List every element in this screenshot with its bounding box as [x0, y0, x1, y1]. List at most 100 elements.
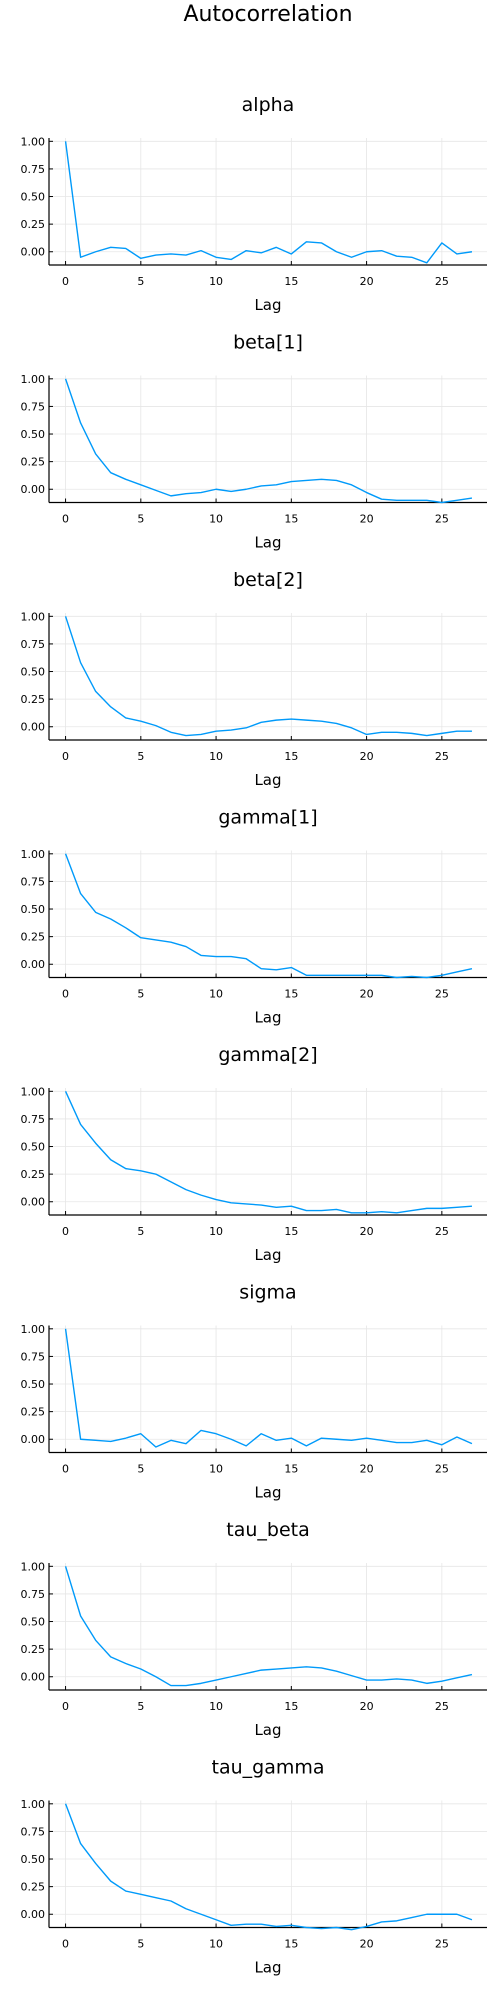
acf-panel: beta[2] 0.00 0.25 0.50 0.75 1.00 0 5 10 15 20 25 Lag: [21, 569, 487, 789]
acf-panel: gamma[1] 0.00 0.25 0.50 0.75 1.00 0 5 10 15 20 25 La…: [21, 807, 487, 1027]
x-tick-label: 10: [209, 750, 223, 763]
x-tick-label: 10: [209, 275, 223, 288]
y-tick-label: 0.75: [21, 638, 46, 651]
x-tick-label: 15: [284, 513, 298, 526]
y-tick-label: 0.50: [21, 1616, 46, 1629]
x-tick-label: 0: [62, 1700, 69, 1713]
x-tick-label: 5: [137, 1225, 144, 1238]
x-tick-label: 20: [360, 988, 374, 1001]
acf-panel: tau_beta 0.00 0.25 0.50 0.75 1.00 0 5 10 15 20 25 La…: [21, 1519, 487, 1739]
x-tick-label: 20: [360, 1225, 374, 1238]
panels: alpha 0.00 0.25 0.50 0.75 1.00 0 5 10 15 20 25 Lag be…: [21, 94, 487, 1977]
x-tick-label: 25: [435, 513, 449, 526]
y-tick-label: 0.00: [21, 483, 46, 496]
y-tick-label: 0.00: [21, 1908, 46, 1921]
y-tick-label: 0.25: [21, 1406, 46, 1419]
y-tick-label: 0.75: [21, 875, 46, 888]
x-tick-label: 15: [284, 1463, 298, 1476]
y-tick-label: 0.75: [21, 1825, 46, 1838]
y-tick-label: 0.00: [21, 246, 46, 259]
acf-series-line: [64, 1328, 473, 1448]
panel-title: alpha: [242, 94, 295, 116]
y-tick-label: 1.00: [21, 848, 46, 861]
y-tick-label: 1.00: [21, 1085, 46, 1098]
x-tick-label: 0: [62, 1225, 69, 1238]
y-tick-label: 0.25: [21, 456, 46, 469]
y-tick-label: 0.00: [21, 1671, 46, 1684]
y-tick-label: 0.00: [21, 1196, 46, 1209]
x-tick-label: 25: [435, 1938, 449, 1951]
y-tick-label: 1.00: [21, 1560, 46, 1573]
x-tick-label: 5: [137, 513, 144, 526]
y-tick-label: 0.50: [21, 428, 46, 441]
x-axis-title: Lag: [254, 1959, 281, 1977]
x-tick-label: 15: [284, 750, 298, 763]
y-tick-label: 1.00: [21, 610, 46, 623]
x-axis-title: Lag: [254, 534, 281, 552]
acf-series-line: [64, 1803, 473, 1931]
x-axis-title: Lag: [254, 1246, 281, 1264]
x-tick-label: 25: [435, 988, 449, 1001]
y-tick-label: 0.50: [21, 666, 46, 679]
y-tick-label: 0.00: [21, 721, 46, 734]
x-tick-label: 10: [209, 988, 223, 1001]
panel-title: sigma: [239, 1282, 296, 1304]
panel-title: beta[2]: [233, 569, 303, 591]
x-tick-label: 20: [360, 1700, 374, 1713]
acf-panel: beta[1] 0.00 0.25 0.50 0.75 1.00 0 5 10 15 20 25 Lag: [21, 332, 487, 552]
panel-title: tau_gamma: [212, 1757, 325, 1779]
x-tick-label: 0: [62, 275, 69, 288]
x-tick-label: 0: [62, 1938, 69, 1951]
x-tick-label: 10: [209, 513, 223, 526]
x-tick-label: 5: [137, 1700, 144, 1713]
x-tick-label: 20: [360, 513, 374, 526]
x-axis-title: Lag: [254, 296, 281, 314]
y-tick-label: 0.75: [21, 1113, 46, 1126]
x-tick-label: 25: [435, 275, 449, 288]
y-tick-label: 1.00: [21, 135, 46, 148]
y-tick-label: 0.25: [21, 1643, 46, 1656]
panel-title: beta[1]: [233, 332, 303, 354]
x-tick-label: 15: [284, 988, 298, 1001]
y-tick-label: 0.75: [21, 1588, 46, 1601]
x-tick-label: 20: [360, 750, 374, 763]
x-tick-label: 15: [284, 1225, 298, 1238]
x-tick-label: 25: [435, 750, 449, 763]
x-tick-label: 25: [435, 1463, 449, 1476]
y-tick-label: 0.50: [21, 903, 46, 916]
x-tick-label: 25: [435, 1700, 449, 1713]
x-tick-label: 5: [137, 1938, 144, 1951]
panel-title: gamma[1]: [218, 807, 317, 829]
acf-series-line: [64, 1091, 473, 1214]
x-tick-label: 0: [62, 750, 69, 763]
acf-panel: alpha 0.00 0.25 0.50 0.75 1.00 0 5 10 15 20 25 Lag: [21, 94, 487, 314]
x-tick-label: 20: [360, 275, 374, 288]
y-tick-label: 0.75: [21, 163, 46, 176]
panel-title: tau_beta: [226, 1519, 309, 1541]
y-tick-label: 0.25: [21, 931, 46, 944]
x-axis-title: Lag: [254, 1484, 281, 1502]
x-tick-label: 15: [284, 275, 298, 288]
y-tick-label: 0.00: [21, 958, 46, 971]
x-tick-label: 0: [62, 513, 69, 526]
x-tick-label: 5: [137, 1463, 144, 1476]
x-tick-label: 10: [209, 1938, 223, 1951]
panel-title: gamma[2]: [218, 1044, 317, 1066]
figure-title: Autocorrelation: [183, 2, 352, 27]
acf-series-line: [64, 853, 473, 979]
acf-panel: sigma 0.00 0.25 0.50 0.75 1.00 0 5 10 15 20 25 Lag: [21, 1282, 487, 1502]
y-tick-label: 0.75: [21, 1350, 46, 1363]
x-tick-label: 20: [360, 1463, 374, 1476]
y-tick-label: 0.25: [21, 1881, 46, 1894]
x-axis-title: Lag: [254, 1721, 281, 1739]
y-tick-label: 0.50: [21, 1853, 46, 1866]
y-tick-label: 0.75: [21, 400, 46, 413]
y-tick-label: 0.50: [21, 1378, 46, 1391]
x-tick-label: 0: [62, 1463, 69, 1476]
y-tick-label: 0.50: [21, 1141, 46, 1154]
y-tick-label: 1.00: [21, 1798, 46, 1811]
x-tick-label: 5: [137, 750, 144, 763]
x-tick-label: 0: [62, 988, 69, 1001]
